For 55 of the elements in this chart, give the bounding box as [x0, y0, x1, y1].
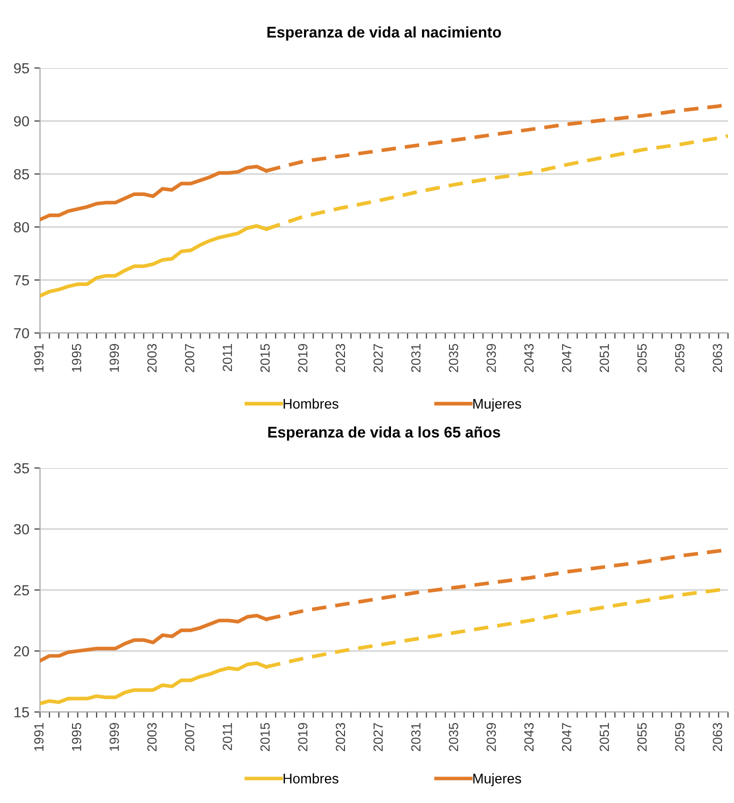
y-tick-label: 30: [14, 524, 30, 534]
chart-title: Esperanza de vida al nacimiento: [267, 26, 502, 41]
legend-label: Hombres: [284, 398, 338, 409]
y-tick-label: 85: [14, 169, 29, 180]
x-tick-label: 1991: [34, 723, 44, 751]
x-tick-label: 2007: [184, 344, 194, 372]
x-tick-label: 2011: [222, 723, 232, 750]
y-tick-label: 80: [14, 222, 30, 232]
x-tick-label: 2027: [373, 723, 383, 752]
y-tick-label: 75: [14, 275, 29, 286]
x-tick-label: 2019: [298, 723, 308, 752]
x-tick-label: 2043: [524, 722, 534, 752]
x-tick-label: 1995: [72, 722, 82, 751]
x-tick-label: 2063: [712, 344, 722, 372]
y-tick-label: 70: [14, 328, 30, 338]
x-tick-label: 2059: [675, 344, 684, 372]
x-tick-label: 2003: [147, 344, 157, 372]
x-tick-label: 2011: [222, 344, 232, 372]
x-tick-label: 2035: [448, 722, 458, 752]
y-tick-label: 20: [14, 646, 30, 656]
x-tick-label: 2031: [411, 344, 421, 372]
x-tick-label: 1999: [110, 344, 119, 372]
legend-label: Mujeres: [473, 773, 522, 786]
x-tick-label: 2019: [298, 344, 308, 372]
x-tick-label: 2055: [637, 344, 647, 372]
x-tick-label: 2031: [411, 723, 421, 752]
x-tick-label: 1991: [34, 344, 44, 372]
x-tick-label: 2015: [260, 722, 270, 752]
x-tick-label: 2007: [184, 723, 194, 752]
x-tick-label: 2059: [675, 723, 684, 752]
y-tick-label: 35: [14, 463, 29, 474]
x-tick-label: 2003: [147, 722, 157, 752]
x-tick-label: 2015: [260, 344, 270, 372]
x-tick-label: 2047: [562, 344, 572, 372]
y-tick-label: 95: [14, 63, 29, 74]
x-tick-label: 2027: [373, 344, 383, 372]
x-tick-label: 2055: [637, 722, 647, 752]
x-tick-label: 2023: [336, 344, 346, 372]
x-tick-label: 2023: [336, 722, 346, 752]
x-tick-label: 2043: [524, 344, 534, 372]
x-tick-label: 2051: [600, 723, 610, 752]
x-tick-label: 2047: [562, 723, 572, 752]
y-tick-label: 25: [14, 585, 29, 596]
x-tick-label: 2039: [486, 344, 496, 372]
legend-label: Mujeres: [473, 398, 522, 412]
chart-title: Esperanza de vida a los 65 años: [268, 426, 500, 441]
x-tick-label: 1995: [72, 344, 82, 372]
x-tick-label: 2063: [712, 722, 722, 752]
legend-label: Hombres: [284, 773, 338, 784]
y-tick-label: 90: [14, 116, 30, 126]
x-tick-label: 2039: [486, 723, 496, 752]
x-tick-label: 2035: [448, 344, 458, 372]
x-tick-label: 2051: [600, 344, 610, 372]
x-tick-label: 1999: [110, 723, 119, 751]
y-tick-label: 15: [14, 707, 29, 718]
